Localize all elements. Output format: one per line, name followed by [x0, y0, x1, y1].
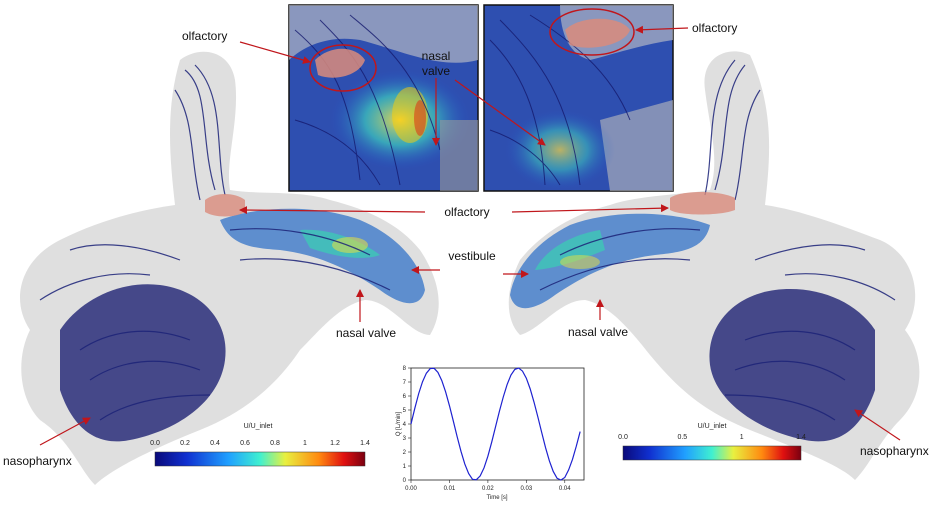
- colorbar-right-title: U/U_inlet: [698, 423, 727, 430]
- chart-series-line: [410, 367, 581, 481]
- chart-y-tick-label: 6: [403, 394, 407, 400]
- label-nasopharynx-left: nasopharynx: [3, 454, 72, 468]
- colorbar-left-gradient: [154, 451, 366, 467]
- inset-right-panel: [483, 4, 674, 192]
- arrow-nasopharynx-right: [854, 409, 901, 441]
- colorbar-tick-label: 1: [740, 434, 744, 441]
- chart-y-tick-label: 1: [403, 464, 407, 470]
- label-nasal-valve-left: nasal valve: [336, 326, 396, 340]
- colorbar-tick-label: 0.0: [150, 440, 160, 447]
- arrow-olfactory-top-right: [635, 25, 689, 34]
- chart-x-tick-label: 0.03: [520, 486, 532, 492]
- label-nasal-valve-top-line2: valve: [422, 64, 450, 78]
- label-olfactory-top-left: olfactory: [182, 29, 227, 43]
- annotation-labels: olfactory olfactory nasal valve olfactor…: [3, 21, 929, 468]
- arrow-nasal-valve-top-diag: [454, 79, 546, 146]
- chart-x-axis-label: Time [s]: [486, 495, 507, 501]
- colorbar-left: U/U_inlet 0.0 0.2 0.4 0.6 0.8 1 1.2 1.4: [150, 423, 370, 467]
- chart-y-axis-label: Q [L/min]: [396, 411, 402, 436]
- colorbar-tick-label: 1.4: [796, 434, 806, 441]
- colorbar-tick-label: 1.4: [360, 440, 370, 447]
- chart-plot-area: [410, 367, 585, 481]
- colorbar-left-title: U/U_inlet: [244, 423, 273, 430]
- chart-y-tick-label: 4: [403, 422, 407, 428]
- arrow-olfactory-center-left: [239, 206, 426, 215]
- right-nasal-cavity-render: [508, 51, 920, 480]
- olfactory-highlight-ellipse-right: [549, 8, 635, 56]
- label-olfactory-center: olfactory: [444, 205, 489, 219]
- colorbar-tick-label: 0.8: [270, 440, 280, 447]
- arrow-nasopharynx-left: [39, 417, 91, 446]
- left-nasal-cavity-render: [20, 51, 439, 485]
- chart-y-tick-label: 5: [403, 408, 407, 414]
- colorbar-tick-label: 1.2: [330, 440, 340, 447]
- colorbar-tick-label: 0.6: [240, 440, 250, 447]
- label-nasal-valve-right: nasal valve: [568, 325, 628, 339]
- colorbar-tick-label: 0.5: [677, 434, 687, 441]
- chart-x-tick-label: 0.02: [482, 486, 494, 492]
- chart-x-tick-label: 0.01: [444, 486, 456, 492]
- label-nasopharynx-right: nasopharynx: [860, 444, 929, 458]
- annotation-arrows: [39, 25, 901, 446]
- colorbar-tick-label: 0.0: [618, 434, 628, 441]
- arrow-olfactory-center-right: [511, 204, 669, 213]
- colorbar-tick-label: 0.4: [210, 440, 220, 447]
- label-nasal-valve-top-line1: nasal: [422, 49, 451, 63]
- colorbar-tick-label: 1: [303, 440, 307, 447]
- colorbar-right-gradient: [622, 445, 802, 461]
- chart-y-tick-label: 2: [403, 450, 407, 456]
- chart-y-tick-label: 0: [403, 478, 407, 484]
- chart-x-tick-label: 0.04: [559, 486, 571, 492]
- inset-left-panel: [288, 4, 479, 192]
- label-olfactory-top-right: olfactory: [692, 21, 737, 35]
- colorbar-tick-label: 0.2: [180, 440, 190, 447]
- colorbar-right: U/U_inlet 0.0 0.5 1 1.4: [618, 423, 806, 461]
- olfactory-highlight-ellipse-left: [309, 44, 377, 92]
- chart-y-tick-label: 8: [403, 366, 407, 372]
- arrow-olfactory-top-left: [239, 41, 311, 64]
- label-vestibule: vestibule: [448, 249, 496, 263]
- chart-x-tick-label: 0.00: [405, 486, 417, 492]
- chart-y-tick-label: 3: [403, 436, 407, 442]
- chart-y-tick-label: 7: [403, 380, 407, 386]
